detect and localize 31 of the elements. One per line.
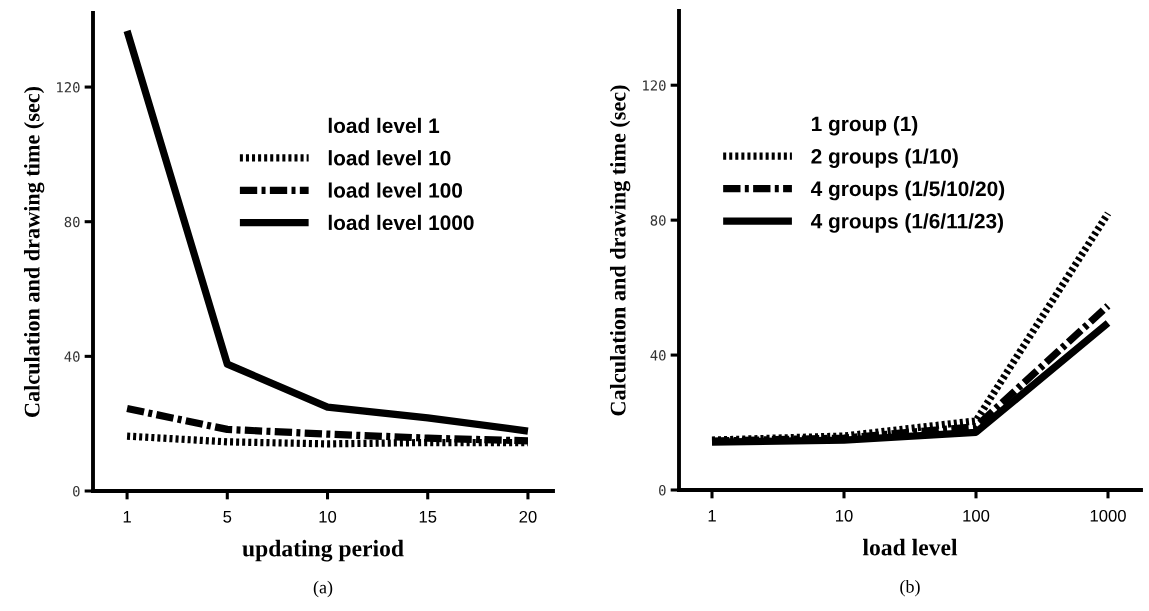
x-tick-label: 5 bbox=[223, 511, 232, 523]
y-tick-label: 80 bbox=[64, 216, 80, 228]
legend-label: load level 100 bbox=[328, 182, 463, 198]
x-tick-label: 1 bbox=[708, 510, 716, 522]
y-tick-label: 120 bbox=[57, 82, 80, 93]
legend-label: 4 groups (1/6/11/23) bbox=[810, 213, 1003, 233]
legend-label: 2 groups (1/10) bbox=[811, 148, 958, 168]
x-tick-label: 1000 bbox=[1090, 509, 1126, 522]
text: load level 1 bbox=[328, 117, 440, 134]
legend-label: load level 1000 bbox=[328, 214, 474, 231]
legend-label: load level 10 bbox=[328, 150, 451, 166]
x-axis-title: load level bbox=[862, 538, 958, 556]
y-tick-label: 80 bbox=[650, 215, 666, 226]
y-tick-label: 120 bbox=[643, 80, 666, 91]
legend-label: 4 groups (1/5/10/20) bbox=[810, 180, 1005, 201]
x-tick-label: 15 bbox=[419, 511, 437, 523]
y-tick-label: 40 bbox=[64, 351, 80, 362]
y-tick-label: 0 bbox=[73, 486, 80, 497]
y-axis-title: Calculation and drawing time (sec) bbox=[609, 85, 631, 416]
y-tick-label: 0 bbox=[659, 485, 666, 496]
text: (b) bbox=[900, 580, 920, 597]
x-tick-label: 100 bbox=[963, 509, 990, 522]
text: (a) bbox=[313, 580, 333, 598]
x-tick-label: 10 bbox=[319, 510, 337, 523]
text: 1 group (1) bbox=[811, 115, 918, 136]
x-axis-title: updating period bbox=[242, 539, 404, 562]
x-tick-label: 1 bbox=[123, 511, 131, 523]
y-axis-title: Calculation and drawing time (sec) bbox=[23, 86, 45, 417]
x-tick-label: 20 bbox=[519, 510, 537, 523]
x-tick-label: 10 bbox=[836, 509, 853, 522]
y-tick-label: 40 bbox=[650, 350, 666, 361]
